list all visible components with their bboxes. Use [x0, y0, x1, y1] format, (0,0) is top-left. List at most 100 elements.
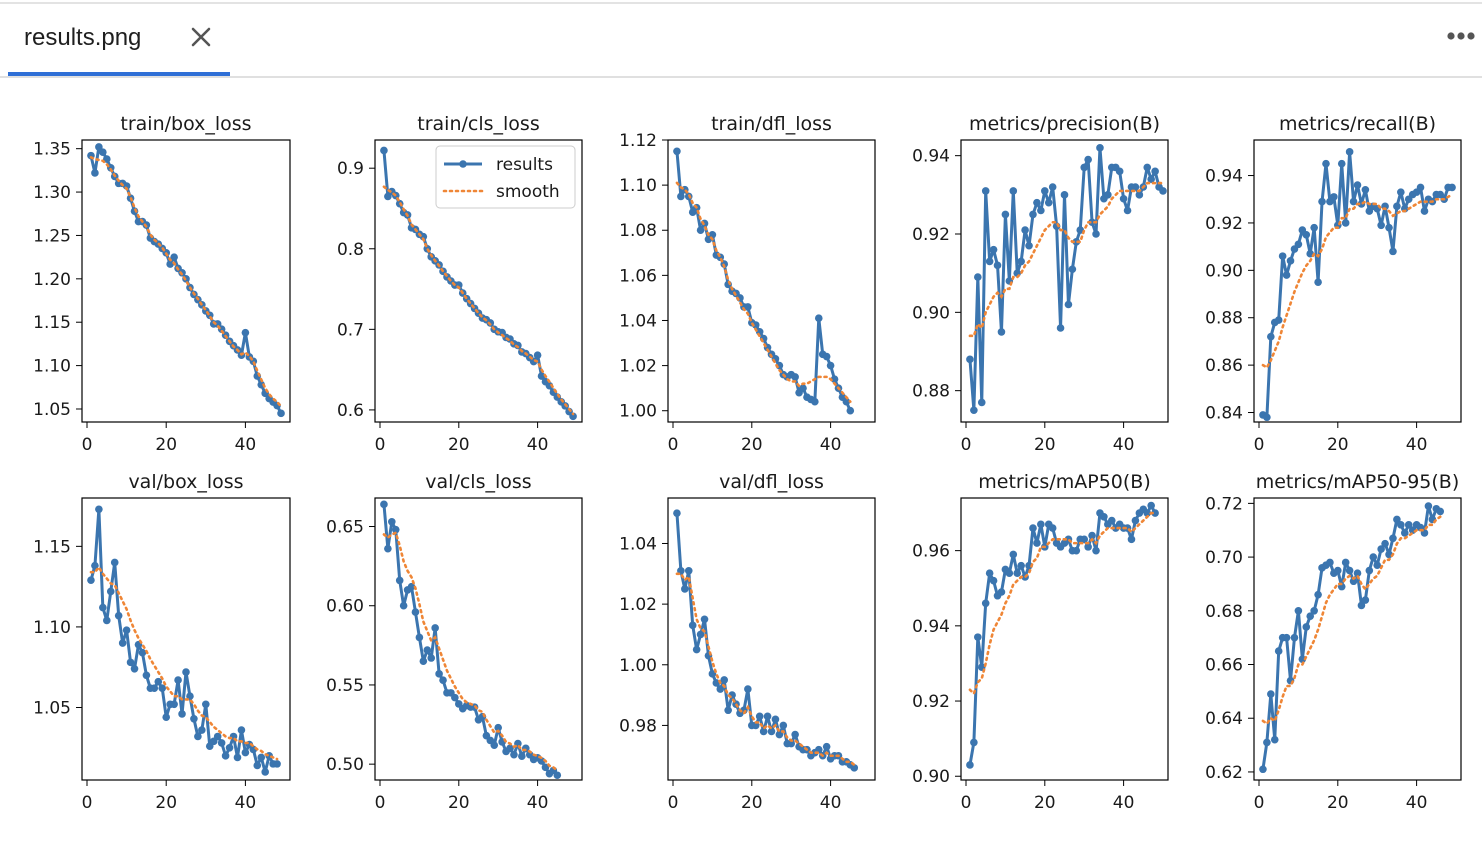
results-point [755, 712, 764, 721]
results-point [1017, 561, 1025, 570]
x-tick-label: 40 [820, 793, 842, 813]
results-point [1310, 223, 1318, 232]
legend-smooth-label: smooth [496, 182, 560, 202]
close-icon[interactable] [188, 24, 214, 50]
results-point [1334, 566, 1342, 575]
plot-frame [374, 139, 583, 423]
results-line [89, 507, 278, 774]
results-line [675, 151, 852, 412]
chart-legend: results smooth [435, 145, 576, 209]
legend-box [435, 145, 576, 209]
y-tick-label: 0.60 [326, 597, 364, 617]
results-point [170, 253, 178, 261]
results-point [138, 648, 147, 657]
results-point [490, 741, 499, 749]
results-point [435, 670, 443, 678]
results-point [1361, 185, 1370, 194]
results-point [1294, 240, 1303, 249]
smooth-line [89, 565, 279, 761]
results-point [170, 700, 178, 709]
results-point [431, 624, 439, 632]
results-point [186, 692, 194, 701]
results-point [217, 739, 226, 747]
results-point [1353, 181, 1362, 189]
results-point [158, 684, 167, 692]
results-point [1159, 187, 1167, 195]
y-tick-label: 0.94 [912, 617, 950, 637]
smooth-line [1261, 193, 1454, 370]
results-point [1259, 765, 1267, 774]
results-point [1318, 197, 1326, 206]
plot-area [87, 143, 285, 418]
results-point [1131, 516, 1140, 525]
results-point [150, 684, 159, 692]
y-tick-label: 1.15 [33, 537, 71, 557]
more-horizontal-icon[interactable] [1440, 22, 1480, 50]
results-point [1076, 226, 1085, 234]
plot-frame [1253, 139, 1462, 423]
x-tick-label: 20 [155, 793, 177, 813]
results-point [1080, 535, 1088, 544]
results-point [1029, 210, 1037, 219]
results-point [1084, 155, 1092, 164]
results-point [1361, 596, 1370, 604]
results-point [681, 585, 689, 593]
tab-results-png[interactable]: results.png [8, 4, 230, 76]
results-point [533, 351, 542, 359]
results-point [688, 621, 697, 630]
y-tick-label: 0.90 [912, 767, 950, 787]
results-point [814, 314, 823, 323]
x-tick-label: 0 [961, 435, 972, 455]
results-point [553, 771, 562, 780]
tab-title: results.png [24, 24, 142, 51]
results-line [968, 146, 1165, 412]
chart-title: metrics/mAP50-95(B) [1256, 471, 1460, 493]
results-point [1009, 187, 1018, 195]
results-point [395, 576, 404, 585]
results-point [1385, 223, 1393, 232]
results-point [1044, 198, 1053, 207]
x-tick-label: 0 [1254, 793, 1265, 813]
results-point [1021, 226, 1029, 234]
results-point [1123, 206, 1132, 215]
x-tick-label: 20 [155, 435, 177, 455]
chart-panel: metrics/precision(B) 0.88 0.90 0.92 0.94 0 20 4… [912, 113, 1169, 455]
results-point [1298, 655, 1307, 663]
results-point [1345, 566, 1354, 575]
y-tick-label: 1.12 [619, 131, 657, 151]
chart-title: train/cls_loss [417, 113, 539, 135]
results-point [1107, 516, 1116, 525]
smooth-line [675, 572, 856, 767]
results-point [241, 748, 250, 757]
results-point [1436, 507, 1445, 516]
y-tick-label: 1.15 [33, 313, 71, 333]
results-point [842, 397, 851, 406]
x-tick-label: 0 [82, 435, 93, 455]
results-point [981, 599, 990, 608]
plot-frame [960, 497, 1169, 781]
results-point [708, 670, 717, 678]
results-point [1013, 569, 1022, 577]
results-point [1420, 207, 1429, 215]
results-point [506, 744, 514, 753]
y-tick-label: 1.05 [33, 698, 71, 718]
results-point [1080, 163, 1088, 172]
y-tick-label: 0.65 [326, 518, 364, 538]
results-point [1377, 221, 1385, 230]
results-line [382, 504, 559, 777]
results-point [1068, 265, 1077, 274]
results-point [213, 320, 222, 328]
results-point [997, 328, 1006, 336]
results-point [1088, 218, 1096, 227]
results-point [779, 721, 788, 730]
y-tick-label: 0.96 [912, 542, 950, 562]
results-point [1349, 577, 1358, 586]
y-tick-label: 0.86 [1205, 356, 1243, 376]
results-point [1115, 167, 1124, 176]
results-point [692, 645, 701, 654]
results-point [720, 676, 729, 684]
results-point [1048, 183, 1057, 191]
y-tick-label: 1.30 [33, 183, 71, 203]
y-tick-label: 0.88 [912, 382, 950, 402]
x-tick-label: 20 [1327, 435, 1349, 455]
